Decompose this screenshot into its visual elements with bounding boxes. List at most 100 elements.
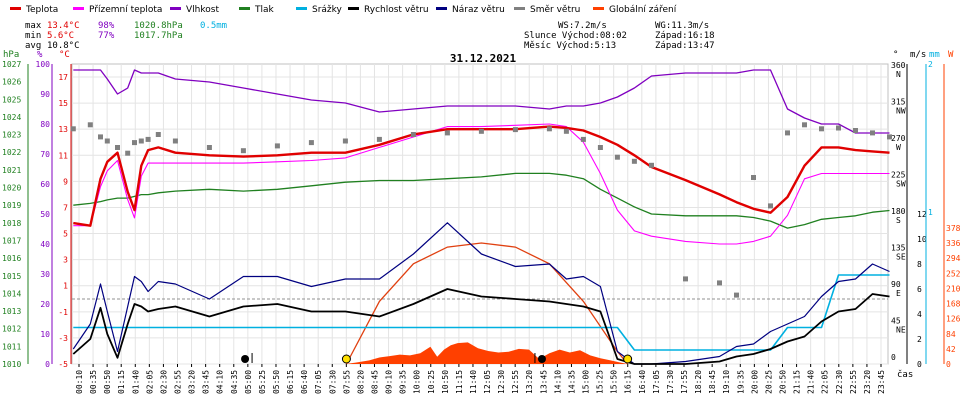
series-direction-point-8 — [145, 136, 151, 142]
x-tick-label-14: 05:50 — [272, 370, 281, 394]
x-tick-label-11: 04:35 — [230, 370, 239, 394]
series-direction-point-9 — [155, 132, 161, 137]
y-tick-dirname-0: N — [896, 70, 901, 79]
x-tick-label-8: 03:20 — [188, 370, 197, 394]
y-tick-temp-10: -3 — [58, 334, 68, 343]
legend-label-5: Rychlost větru — [364, 5, 429, 15]
axis-title-hpa: hPa — [3, 50, 19, 60]
legend-label-8: Globální záření — [609, 5, 677, 15]
marker-layer — [241, 353, 633, 364]
x-tick-label-22: 09:10 — [385, 370, 394, 394]
x-tick-label-44: 18:20 — [694, 370, 703, 394]
legend-swatch-4 — [296, 7, 307, 10]
legend-label-6: Náraz větru — [452, 5, 505, 15]
series-direction-point-10 — [172, 138, 178, 144]
radiation-clear-sky-line — [345, 242, 629, 365]
legend-label-4: Srážky — [312, 5, 343, 15]
x-tick-label-3: 01:15 — [117, 370, 126, 394]
x-tick-label-17: 07:05 — [314, 370, 323, 394]
legend-swatch-3 — [239, 7, 250, 10]
x-tick-label-23: 09:35 — [399, 370, 408, 394]
y-tick-humidity-3: 70 — [40, 150, 50, 159]
y-tick-pressure-11: 1016 — [2, 254, 21, 263]
y-tick-dir-4: 180 — [891, 207, 906, 216]
x-tick-label-32: 13:20 — [525, 370, 534, 394]
y-tick-rad-4: 210 — [946, 284, 961, 293]
marker-moonset — [537, 355, 546, 363]
y-tick-temp-0: 17 — [58, 73, 68, 82]
info-wg: WG:11.3m/s — [655, 21, 709, 31]
series-direction-point-16 — [376, 136, 382, 142]
x-tick-label-49: 20:25 — [764, 370, 773, 394]
stats-max-rain: 0.5mm — [200, 21, 227, 31]
x-tick-label-2: 00:50 — [103, 370, 112, 394]
y-tick-temp-9: -1 — [58, 308, 68, 317]
y-tick-dir-8: 0 — [891, 353, 896, 362]
radiation-area — [345, 342, 628, 364]
y-tick-rad-5: 168 — [946, 300, 961, 309]
y-tick-dir-2: 270 — [891, 134, 906, 143]
y-tick-wind-2: 8 — [917, 260, 922, 269]
axis-title-pct: % — [37, 50, 43, 60]
y-tick-humidity-7: 30 — [40, 270, 50, 279]
x-tick-label-54: 22:30 — [835, 370, 844, 394]
x-tick-label-9: 03:45 — [202, 370, 211, 394]
axis-titles: hPa % °C ° m/s mm W čas — [3, 50, 954, 380]
y-tick-humidity-8: 20 — [40, 300, 50, 309]
series-direction-point-21 — [546, 126, 552, 132]
x-tick-label-30: 12:30 — [497, 370, 506, 394]
series-direction-point-19 — [478, 128, 484, 134]
x-tick-label-38: 15:50 — [610, 370, 619, 394]
stats-min-press: 1017.7hPa — [134, 31, 183, 41]
legend-swatch-6 — [436, 7, 447, 10]
legend-swatch-0 — [10, 7, 21, 10]
info-sun: Slunce Východ:08:02 — [524, 31, 627, 41]
legend-swatch-5 — [348, 7, 359, 10]
x-tick-label-47: 19:35 — [736, 370, 745, 394]
series-rain-line — [73, 274, 890, 351]
y-tick-rad-8: 42 — [946, 345, 956, 354]
series-wind-line — [72, 288, 890, 365]
series-direction-point-39 — [887, 134, 892, 140]
y-tick-rad-3: 252 — [946, 269, 961, 278]
y-tick-pressure-12: 1015 — [2, 272, 21, 281]
y-tick-dir-0: 360 — [891, 61, 906, 70]
y-tick-dir-6: 90 — [891, 280, 901, 289]
x-tick-label-18: 07:30 — [328, 370, 337, 394]
x-tick-label-46: 19:10 — [722, 370, 731, 394]
y-tick-dirname-7: NE — [896, 326, 906, 335]
left-axes: 1027102610251024102310221021102010191018… — [2, 60, 72, 369]
series-gust-line — [72, 222, 890, 365]
y-tick-wind-5: 2 — [917, 335, 922, 344]
series-direction-point-30 — [734, 292, 739, 298]
stats-max-temp: 13.4°C — [47, 21, 80, 31]
x-tick-label-5: 02:05 — [145, 370, 154, 394]
y-tick-temp-1: 15 — [58, 99, 68, 108]
x-tick-label-37: 15:25 — [596, 370, 605, 394]
x-tick-label-41: 17:05 — [652, 370, 661, 394]
legend-swatch-1 — [73, 7, 84, 10]
y-tick-pressure-9: 1018 — [2, 219, 21, 228]
y-tick-dirname-2: W — [896, 143, 901, 152]
info-moon-set: Západ:13:47 — [655, 41, 715, 51]
series-direction-point-20 — [512, 127, 518, 133]
stats-max-label: max — [25, 21, 42, 31]
y-tick-humidity-1: 90 — [40, 90, 50, 99]
x-tick-label-26: 10:50 — [441, 370, 450, 394]
series-direction-point-29 — [717, 280, 722, 286]
y-tick-rain-0: 2 — [928, 60, 933, 69]
stats-min-label: min — [25, 31, 41, 41]
stats-max-hum: 98% — [98, 21, 115, 31]
legend-label-0: Teplota — [25, 5, 58, 15]
series-direction-point-25 — [614, 154, 620, 160]
x-tick-label-12: 05:00 — [244, 370, 253, 394]
y-tick-pressure-16: 1011 — [2, 342, 21, 351]
x-tick-label-25: 10:25 — [427, 370, 436, 394]
marker-moonrise — [241, 355, 250, 363]
y-tick-temp-5: 7 — [63, 203, 68, 212]
stats-max-press: 1020.8hPa — [134, 21, 183, 31]
series-direction-point-33 — [785, 130, 790, 136]
series-direction-point-12 — [240, 148, 246, 154]
y-tick-rad-7: 84 — [946, 330, 956, 339]
axis-title-mm: mm — [929, 50, 940, 60]
